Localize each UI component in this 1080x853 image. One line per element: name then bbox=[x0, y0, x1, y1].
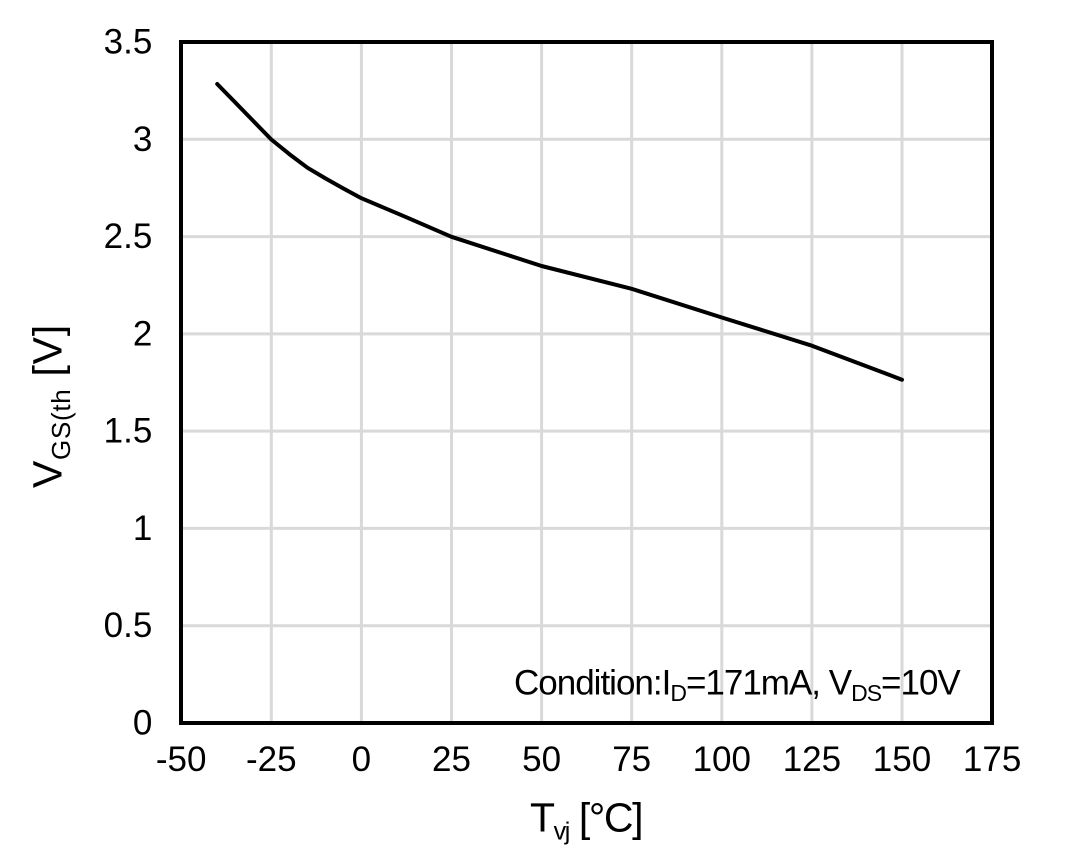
svg-text:VGS(th [V]: VGS(th [V] bbox=[25, 324, 77, 488]
svg-text:25: 25 bbox=[432, 740, 471, 779]
svg-text:100: 100 bbox=[693, 740, 751, 779]
svg-text:150: 150 bbox=[873, 740, 931, 779]
svg-text:2.5: 2.5 bbox=[104, 217, 153, 256]
svg-text:50: 50 bbox=[522, 740, 561, 779]
svg-text:1: 1 bbox=[133, 509, 152, 548]
svg-text:1.5: 1.5 bbox=[104, 412, 153, 451]
svg-text:3.5: 3.5 bbox=[104, 23, 153, 62]
svg-text:0: 0 bbox=[352, 740, 371, 779]
svg-text:125: 125 bbox=[783, 740, 841, 779]
svg-text:Tvj [°C]: Tvj [°C] bbox=[530, 795, 642, 846]
svg-text:3: 3 bbox=[133, 120, 152, 159]
svg-text:0: 0 bbox=[133, 703, 152, 742]
svg-text:2: 2 bbox=[133, 314, 152, 353]
svg-text:0.5: 0.5 bbox=[104, 606, 153, 645]
svg-text:75: 75 bbox=[612, 740, 651, 779]
svg-text:175: 175 bbox=[963, 740, 1021, 779]
svg-text:-25: -25 bbox=[246, 740, 297, 779]
svg-text:-50: -50 bbox=[156, 740, 207, 779]
svg-text:Condition:ID=171mA, VDS=10V: Condition:ID=171mA, VDS=10V bbox=[514, 663, 961, 706]
